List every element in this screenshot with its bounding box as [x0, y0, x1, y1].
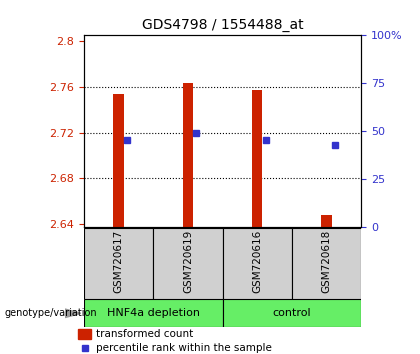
Polygon shape [65, 309, 81, 318]
Text: percentile rank within the sample: percentile rank within the sample [96, 343, 271, 353]
Bar [79, 329, 91, 339]
Bar [153, 228, 223, 299]
Text: GSM720618: GSM720618 [322, 230, 331, 293]
Bar [183, 84, 193, 227]
Bar [84, 228, 153, 299]
Text: genotype/variation: genotype/variation [4, 308, 97, 318]
Bar [252, 90, 262, 227]
Bar [223, 228, 292, 299]
Text: GSM720616: GSM720616 [252, 230, 262, 293]
Text: HNF4a depletion: HNF4a depletion [107, 308, 200, 318]
Bar [113, 94, 124, 227]
Bar [321, 215, 332, 227]
Bar [84, 299, 223, 327]
Text: GSM720617: GSM720617 [114, 230, 123, 293]
Bar [223, 299, 361, 327]
Text: GSM720619: GSM720619 [183, 230, 193, 293]
Text: control: control [273, 308, 311, 318]
Title: GDS4798 / 1554488_at: GDS4798 / 1554488_at [142, 18, 303, 32]
Text: transformed count: transformed count [96, 329, 193, 339]
Bar [292, 228, 361, 299]
